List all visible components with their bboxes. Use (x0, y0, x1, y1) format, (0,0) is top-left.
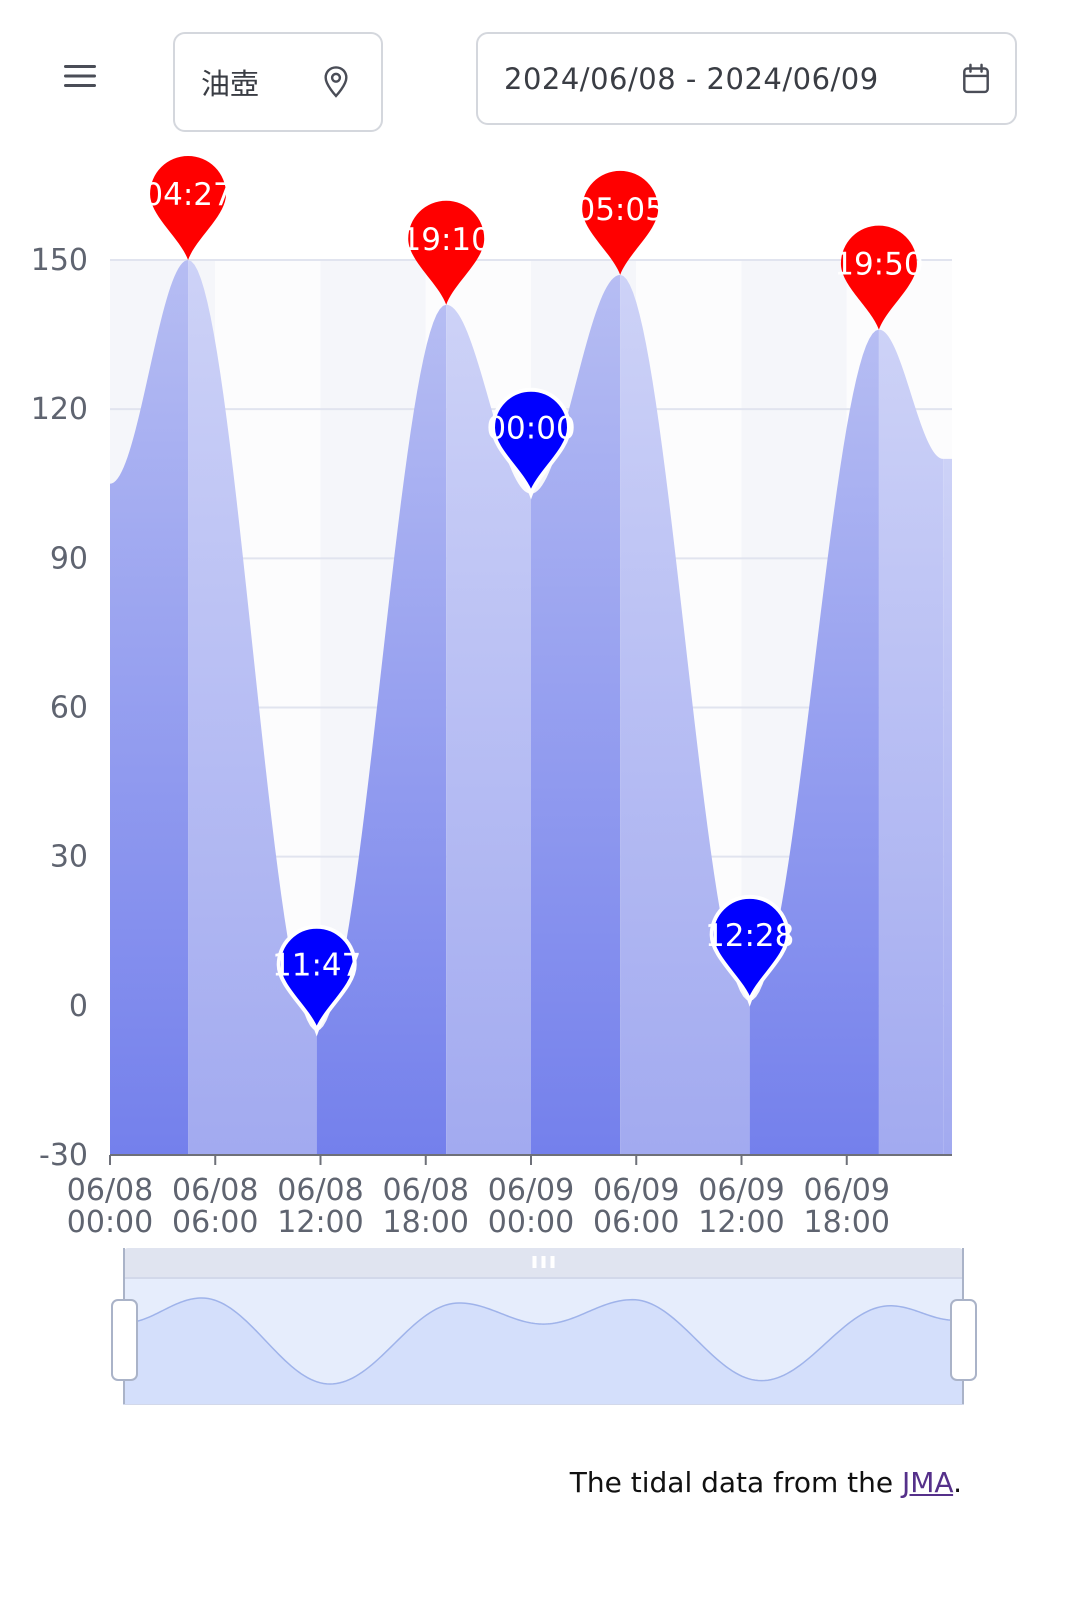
x-axis: 06/0800:0006/0806:0006/0812:0006/0818:00… (67, 1154, 952, 1240)
x-tick-label-time: 12:00 (277, 1205, 363, 1240)
x-tick-label-date: 06/08 (67, 1173, 153, 1208)
marker-pin (582, 170, 659, 275)
location-picker[interactable]: 油壺 (173, 32, 383, 132)
marker-pin (709, 894, 790, 1007)
y-tick-label: 30 (50, 840, 88, 875)
x-tick-label-date: 06/09 (488, 1173, 574, 1208)
x-tick-label-time: 00:00 (67, 1205, 153, 1240)
x-tick-label-date: 06/09 (593, 1173, 679, 1208)
high-tide-marker[interactable]: 19:10 (402, 200, 491, 305)
y-tick-label: 120 (31, 392, 88, 427)
high-tide-marker[interactable]: 04:27 (143, 156, 233, 260)
falling-tide-area (878, 329, 944, 1156)
grip-line (541, 1256, 546, 1268)
location-pin-icon (324, 66, 348, 98)
marker-label: 04:27 (143, 177, 232, 213)
menu-icon (64, 65, 96, 87)
y-tick-label: -30 (39, 1138, 88, 1173)
marker-label: 05:05 (575, 192, 664, 228)
rising-tide-area (110, 260, 189, 1155)
x-tick-label-date: 06/08 (277, 1173, 363, 1208)
high-tide-marker[interactable]: 05:05 (575, 170, 665, 275)
low-tide-marker[interactable]: 00:00 (486, 387, 576, 500)
zoom-preview-area (124, 1298, 963, 1404)
attribution-prefix: The tidal data from the (569, 1466, 903, 1499)
marker-label: 11:47 (272, 948, 361, 984)
x-tick-label-time: 18:00 (804, 1205, 890, 1240)
y-tick-label: 90 (50, 541, 88, 576)
date-range-value: 2024/06/08 - 2024/06/09 (504, 61, 879, 96)
tide-markers: 04:27 11:47 19:10 00:00 05:05 12:28 19:50 (143, 156, 924, 1037)
falling-tide-area (943, 458, 952, 1155)
high-tide-marker[interactable]: 19:50 (834, 225, 924, 330)
marker-pin (408, 200, 485, 305)
location-name: 油壺 (201, 67, 260, 101)
grip-line (532, 1256, 537, 1268)
marker-pin (150, 156, 227, 260)
falling-tide-area (446, 304, 531, 1155)
attribution: The tidal data from the JMA. (570, 1466, 962, 1499)
y-tick-label: 60 (50, 691, 88, 726)
zoom-start-handle[interactable] (111, 1299, 138, 1381)
falling-tide-area (188, 260, 317, 1155)
marker-label: 19:10 (402, 222, 491, 258)
x-tick-label-date: 06/08 (172, 1173, 258, 1208)
jma-link[interactable]: JMA (902, 1466, 954, 1499)
marker-pin (276, 924, 357, 1037)
marker-label: 00:00 (486, 411, 575, 447)
zoom-preview-line (123, 1297, 955, 1385)
x-tick-label-time: 12:00 (698, 1205, 784, 1240)
tide-area (110, 260, 952, 1156)
attribution-suffix: . (953, 1466, 962, 1499)
zoom-end-handle[interactable] (950, 1299, 977, 1381)
x-tick-label-time: 06:00 (172, 1205, 258, 1240)
date-range-picker[interactable]: 2024/06/08 - 2024/06/09 (476, 32, 1017, 125)
x-tick-label-time: 00:00 (488, 1205, 574, 1240)
menu-button[interactable] (52, 52, 108, 100)
low-tide-marker[interactable]: 12:28 (705, 894, 794, 1007)
y-tick-label: 0 (69, 989, 88, 1024)
x-tick-label-date: 06/09 (698, 1173, 784, 1208)
low-tide-marker[interactable]: 11:47 (272, 924, 361, 1037)
marker-pin (840, 225, 917, 330)
y-axis: 150 120 90 60 30 0 -30 (31, 243, 88, 1173)
data-zoom-slider[interactable] (111, 1248, 977, 1405)
rising-tide-area (531, 274, 621, 1156)
marker-pin (490, 387, 572, 500)
y-tick-label: 150 (31, 243, 88, 278)
x-tick-label-time: 06:00 (593, 1205, 679, 1240)
marker-label: 19:50 (834, 247, 923, 283)
x-tick-label-date: 06/09 (804, 1173, 890, 1208)
grip-line (550, 1256, 555, 1268)
x-tick-label-date: 06/08 (383, 1173, 469, 1208)
x-tick-label-time: 18:00 (383, 1205, 469, 1240)
marker-label: 12:28 (705, 918, 794, 954)
calendar-icon (963, 63, 989, 93)
